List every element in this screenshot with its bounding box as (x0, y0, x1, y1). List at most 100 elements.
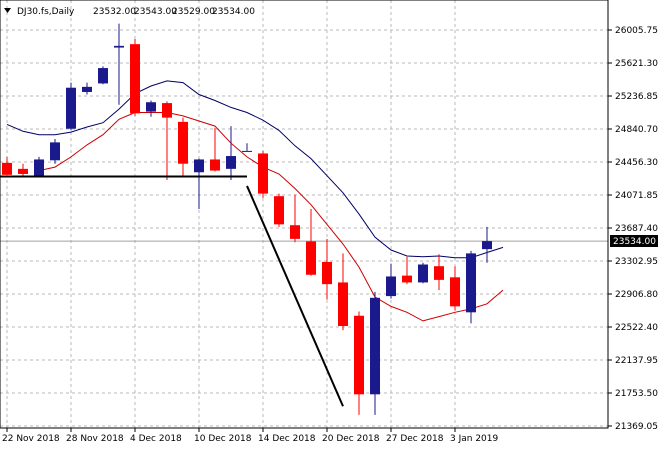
drawn-lines (0, 175, 344, 407)
candle-body (114, 45, 124, 48)
candle-body (338, 282, 348, 326)
candle[interactable] (2, 156, 12, 175)
candle[interactable] (50, 138, 60, 164)
candle-body (434, 266, 444, 280)
candle-body (466, 253, 476, 313)
current-price-label: 23534.00 (613, 237, 656, 247)
moving-average-slow (6, 80, 504, 259)
y-tick-label: 25621.30 (615, 59, 658, 69)
candle[interactable] (210, 127, 220, 172)
candle[interactable] (258, 150, 268, 198)
candle[interactable] (418, 262, 428, 284)
low-value: 23529.00 (172, 7, 215, 17)
candle[interactable] (18, 163, 28, 177)
candle[interactable] (274, 193, 284, 227)
candle[interactable] (162, 101, 172, 180)
candle-body (290, 225, 300, 239)
candle[interactable] (146, 100, 156, 117)
candle-body (354, 315, 364, 395)
trend-line[interactable] (246, 185, 344, 407)
open-value: 23532.00 (93, 7, 136, 17)
candle-body (258, 153, 268, 194)
y-tick-label: 26005.75 (615, 26, 658, 36)
candle-body (386, 276, 396, 297)
y-tick-label: 24071.85 (615, 191, 658, 201)
candle-body (322, 261, 332, 285)
symbol-label: DJ30.fs,Daily (17, 7, 75, 17)
axes: 26005.75 25621.30 25236.85 24840.70 24456.30… (2, 26, 658, 444)
y-tick-label: 21369.05 (615, 422, 658, 432)
x-tick-label: 14 Dec 2018 (258, 434, 316, 444)
x-tick-label: 22 Nov 2018 (2, 434, 60, 444)
candle-body (450, 277, 460, 307)
candle[interactable] (242, 143, 252, 152)
candle-body (98, 68, 108, 84)
indicator-lines (6, 80, 504, 322)
candle-body (178, 121, 188, 164)
candle[interactable] (34, 156, 44, 178)
candle-body (402, 275, 412, 283)
candle[interactable] (386, 263, 396, 299)
y-tick-label: 25236.85 (615, 92, 658, 102)
candle-body (370, 297, 380, 395)
candle-body (130, 44, 140, 114)
candle[interactable] (322, 238, 332, 300)
candle-body (306, 241, 316, 275)
candle-body (226, 156, 236, 169)
y-tick-label: 24456.30 (615, 158, 658, 168)
y-tick-label: 22906.80 (615, 290, 658, 300)
candle[interactable] (354, 311, 364, 415)
y-tick-label: 23687.40 (615, 224, 658, 234)
candle-body (418, 264, 428, 283)
x-tick-label: 10 Dec 2018 (194, 434, 252, 444)
y-tick-label: 21753.50 (615, 389, 658, 399)
candle[interactable] (370, 291, 380, 415)
candle[interactable] (466, 250, 476, 324)
candles (2, 23, 492, 415)
candle[interactable] (98, 66, 108, 85)
candle[interactable] (130, 39, 140, 116)
candle-body (210, 159, 220, 171)
candle[interactable] (482, 226, 492, 263)
candle[interactable] (114, 23, 124, 105)
moving-average-fast (38, 112, 504, 322)
candle-body (18, 168, 28, 174)
candle-body (194, 159, 204, 173)
chart-grid (0, 0, 608, 428)
candle-body (274, 196, 284, 225)
y-tick-label: 22137.95 (615, 356, 658, 366)
candle[interactable] (226, 126, 236, 180)
x-tick-label: 28 Nov 2018 (66, 434, 124, 444)
candle-body (50, 142, 60, 161)
candle[interactable] (178, 117, 188, 176)
candle[interactable] (82, 82, 92, 95)
candle-body (2, 162, 12, 175)
candle[interactable] (290, 194, 300, 243)
y-tick-label: 22522.40 (615, 323, 658, 333)
candle[interactable] (306, 208, 316, 276)
high-value: 23543.00 (134, 7, 177, 17)
candle[interactable] (66, 82, 76, 131)
candle-body (82, 86, 92, 92)
candle-body (34, 159, 44, 177)
x-tick-label: 3 Jan 2019 (450, 434, 498, 444)
y-tick-label: 24840.70 (615, 125, 658, 135)
y-tick-label: 23302.95 (615, 257, 658, 267)
plot-border (0, 0, 609, 429)
x-tick-label: 4 Dec 2018 (130, 434, 182, 444)
candle[interactable] (338, 253, 348, 331)
candle[interactable] (194, 158, 204, 209)
x-tick-label: 20 Dec 2018 (322, 434, 380, 444)
current-price-marker (610, 235, 658, 247)
candle[interactable] (402, 256, 412, 285)
candle[interactable] (434, 254, 444, 291)
close-value: 23534.00 (212, 7, 255, 17)
candle-body (482, 241, 492, 250)
candle-body (162, 103, 172, 118)
collapse-triangle-icon[interactable] (4, 8, 11, 13)
candle[interactable] (450, 266, 460, 311)
candle-body (66, 87, 76, 129)
x-tick-label: 27 Dec 2018 (386, 434, 444, 444)
